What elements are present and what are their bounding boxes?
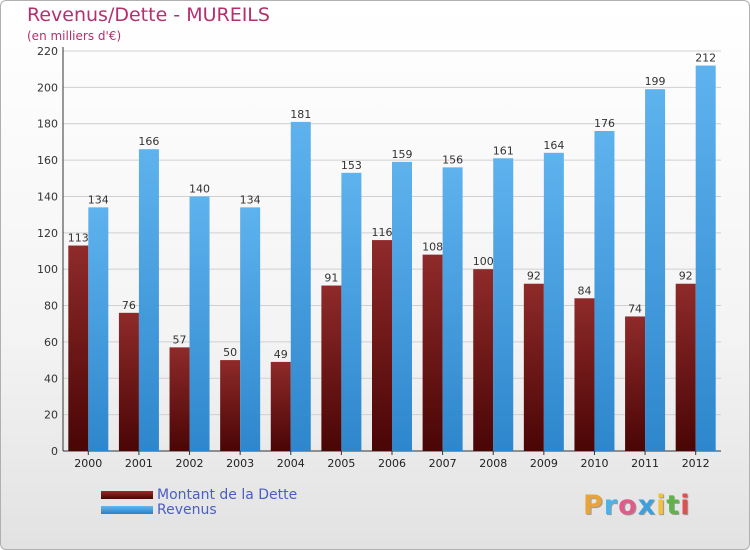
debt-bar [625,316,646,451]
proxiti-logo: Proxiti [583,490,691,521]
revenue-bar [341,172,362,451]
debt-bar [270,361,291,451]
debt-bar [118,312,139,451]
revenue-data-label: 212 [695,52,716,65]
debt-data-label: 74 [628,302,642,315]
revenue-data-label: 134 [88,193,109,206]
y-tick-label: 100 [37,263,58,276]
logo-letter: t [666,490,681,521]
revenue-data-label: 181 [290,108,311,121]
debt-bar [473,269,494,451]
revenue-data-label: 153 [341,159,362,172]
debt-bar [372,240,392,451]
y-tick-label: 160 [37,154,58,167]
x-tick-label: 2000 [74,457,102,470]
x-tick-label: 2012 [682,457,710,470]
revenue-data-label: 176 [594,117,615,130]
logo-letter: i [680,490,691,521]
revenue-bar [594,131,615,451]
debt-data-label: 116 [372,226,393,239]
debt-data-label: 57 [173,333,187,346]
revenue-bar [543,152,564,451]
debt-bar [220,360,241,451]
chart-title: Revenus/Dette - MUREILS [27,4,270,26]
revenue-bar [189,196,210,451]
debt-data-label: 100 [473,255,494,268]
debt-data-label: 91 [324,272,338,285]
revenue-bar [695,65,716,451]
y-tick-label: 220 [37,45,58,58]
revenue-data-label: 156 [442,153,463,166]
debt-data-label: 108 [422,241,443,254]
logo-letter: i [656,490,667,521]
debt-data-label: 113 [68,232,89,245]
x-tick-label: 2002 [176,457,204,470]
y-tick-label: 200 [37,81,58,94]
logo-letter: x [637,490,657,521]
y-tick-label: 20 [44,409,58,422]
y-tick-label: 140 [37,190,58,203]
y-tick-label: 40 [44,372,58,385]
debt-bar [321,285,342,451]
revenue-data-label: 134 [240,193,261,206]
logo-letter: o [618,490,638,521]
revenue-bar [442,167,463,451]
chart-subtitle: (en milliers d'€) [27,29,122,43]
revenue-bar [88,207,109,451]
debt-data-label: 76 [122,299,136,312]
revenue-data-label: 166 [138,135,159,148]
revenue-data-label: 159 [392,148,413,161]
legend-item-dette: Montant de la Dette [101,486,298,503]
revenue-data-label: 140 [189,182,210,195]
debt-data-label: 49 [274,348,288,361]
legend-swatch-revenus [101,505,153,514]
logo-letter: r [603,490,619,521]
revenue-bar [138,149,159,451]
revenue-data-label: 199 [645,75,666,88]
x-tick-label: 2003 [226,457,254,470]
x-tick-label: 2001 [125,457,153,470]
legend-label-revenus: Revenus [157,501,217,518]
logo-letter: P [583,490,604,521]
debt-bar [169,347,190,451]
x-tick-label: 2006 [378,457,406,470]
debt-bar [574,298,595,451]
revenue-data-label: 161 [493,144,514,157]
debt-bar [68,245,89,451]
x-tick-label: 2005 [327,457,355,470]
legend-swatch-dette [101,490,153,499]
legend-label-dette: Montant de la Dette [157,486,298,503]
x-tick-label: 2009 [530,457,558,470]
revenue-data-label: 164 [543,139,564,152]
debt-bar [422,254,443,451]
revenue-bar [392,161,412,451]
x-tick-label: 2010 [580,457,608,470]
legend-item-revenus: Revenus [101,501,297,518]
x-tick-label: 2008 [479,457,507,470]
debt-bar [523,283,544,451]
debt-data-label: 84 [577,284,591,297]
y-tick-label: 0 [51,445,58,458]
y-tick-label: 180 [37,118,58,131]
y-tick-label: 120 [37,227,58,240]
debt-bar [675,283,696,451]
x-tick-label: 2007 [429,457,457,470]
y-tick-label: 80 [44,300,58,313]
legend: Montant de la Dette Revenus [101,486,298,518]
y-tick-label: 60 [44,336,58,349]
x-tick-label: 2004 [277,457,305,470]
revenue-bar [645,89,666,451]
revenue-bar [493,158,514,452]
x-tick-label: 2011 [631,457,659,470]
debt-data-label: 92 [527,270,541,283]
revenue-bar [240,207,261,451]
revenue-bar [290,121,311,451]
debt-data-label: 50 [223,346,237,359]
debt-data-label: 92 [679,270,693,283]
